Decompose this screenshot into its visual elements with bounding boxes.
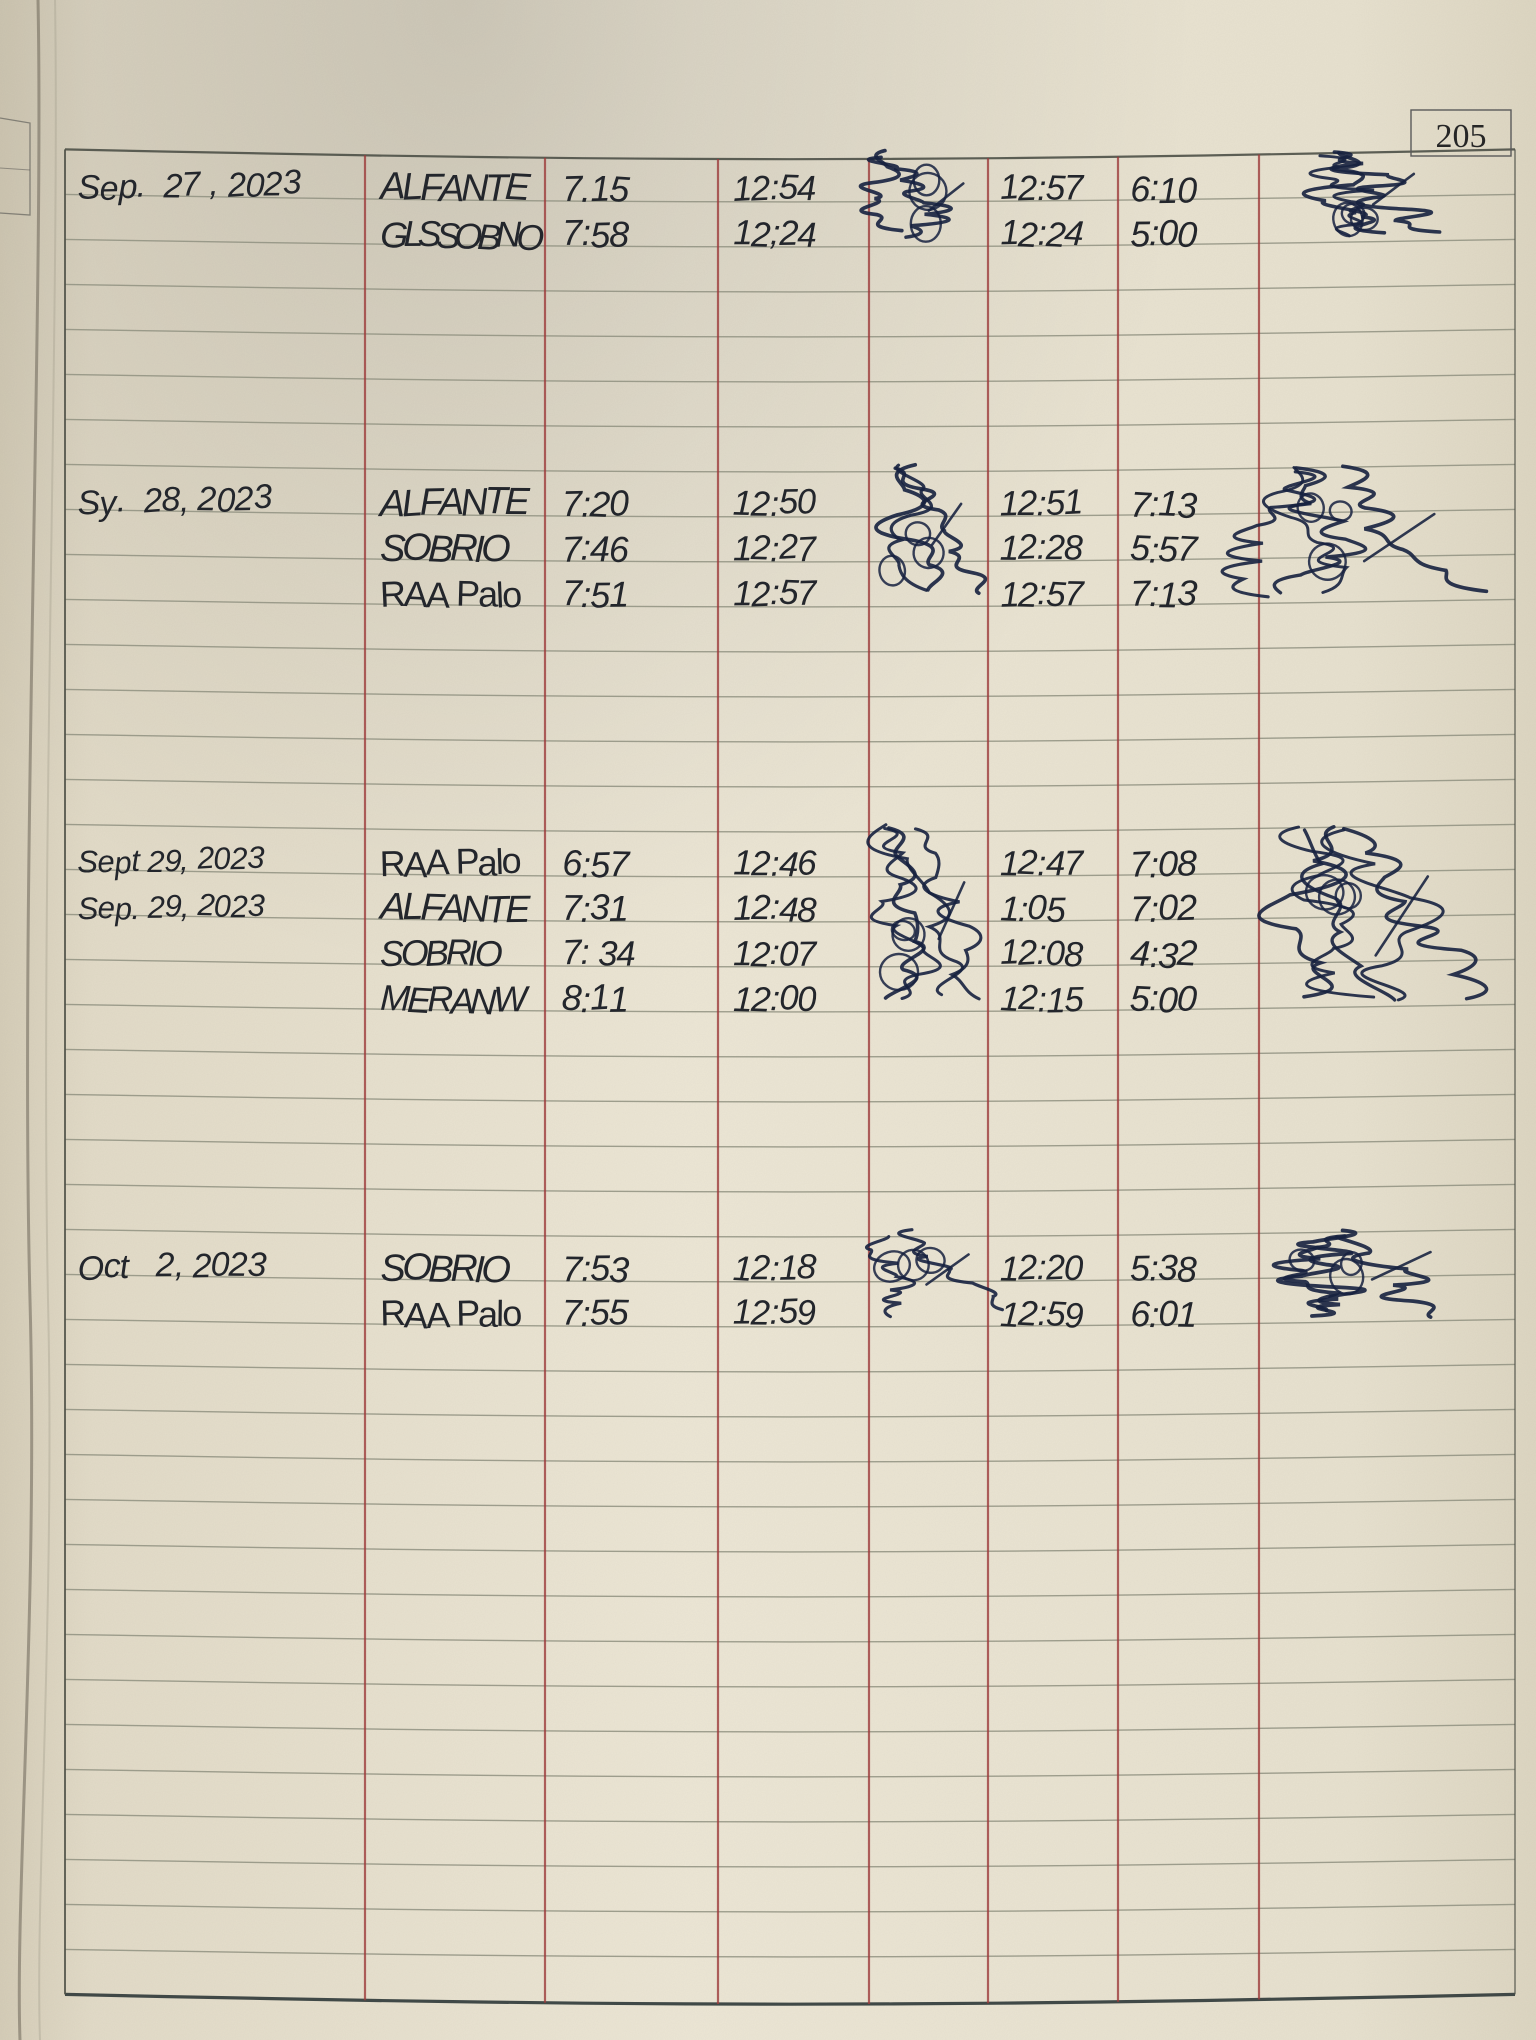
- svg-text:205: 205: [1436, 118, 1487, 155]
